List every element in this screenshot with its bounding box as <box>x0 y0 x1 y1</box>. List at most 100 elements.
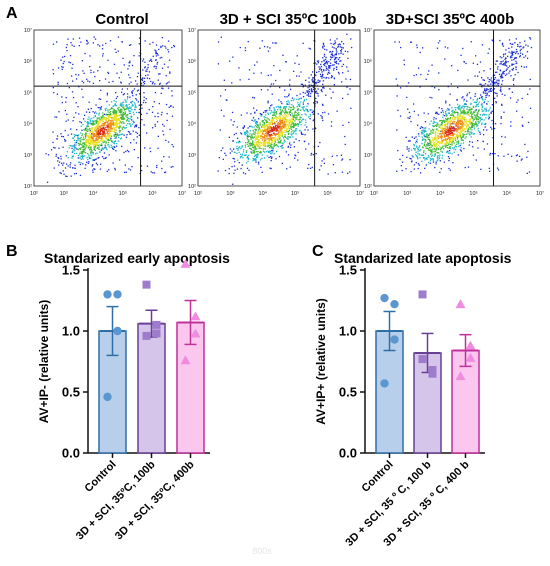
flow-event <box>136 124 138 126</box>
flow-event <box>86 78 88 80</box>
flow-event <box>403 63 405 66</box>
flow-event <box>276 145 279 147</box>
flow-event <box>413 74 415 77</box>
flow-event <box>318 70 320 73</box>
flow-event <box>446 142 448 144</box>
flow-event <box>84 149 86 151</box>
flow-event <box>306 110 309 112</box>
flow-event <box>489 90 491 92</box>
flow-event <box>136 136 138 138</box>
flow-event <box>271 134 274 136</box>
flow-event <box>173 44 175 47</box>
flow-event <box>288 129 290 132</box>
flow-event <box>471 108 473 110</box>
flow-event <box>277 130 279 132</box>
flow-event <box>458 134 460 137</box>
flow-event <box>67 157 69 159</box>
flow-event <box>80 141 82 143</box>
flow-event <box>122 126 125 128</box>
flow-event <box>281 144 283 147</box>
flow-event <box>477 140 479 142</box>
flow-event <box>79 140 81 142</box>
flow-event <box>58 164 60 166</box>
flow-event <box>260 137 262 140</box>
flow-event <box>113 118 115 120</box>
flow-event <box>276 133 278 135</box>
flow-event <box>278 99 280 101</box>
flow-event <box>90 150 92 153</box>
flow-event <box>165 47 167 49</box>
flow-event <box>445 141 448 143</box>
flow-event <box>265 132 267 134</box>
flow-event <box>431 64 433 66</box>
flow-event <box>97 136 99 138</box>
flow-event <box>458 107 460 109</box>
flow-event <box>262 141 264 143</box>
flow-event <box>161 37 163 39</box>
flow-event <box>130 107 132 109</box>
flow-event <box>448 137 450 139</box>
flow-event <box>297 108 300 110</box>
flow-event <box>288 113 291 115</box>
flow-event <box>308 143 310 145</box>
flow-event <box>321 77 323 79</box>
flow-event <box>254 154 256 156</box>
flow-event <box>500 90 502 93</box>
flow-event <box>413 147 415 150</box>
flow-event <box>492 84 494 86</box>
flow-event <box>477 105 479 107</box>
flow-event <box>253 148 255 150</box>
flow-event <box>273 112 275 114</box>
flow-event <box>448 133 450 136</box>
flow-event <box>509 57 512 59</box>
flow-event <box>244 144 246 146</box>
flow-event <box>54 147 56 149</box>
flow-event <box>259 131 261 133</box>
flow-event <box>259 132 261 134</box>
flow-event <box>326 60 328 62</box>
flow-event <box>167 141 170 143</box>
flow-event <box>333 67 335 70</box>
flow-event <box>330 53 332 56</box>
flow-event <box>60 172 62 175</box>
flow-event <box>90 107 92 110</box>
flow-event <box>310 92 312 95</box>
flow-event <box>112 111 114 113</box>
flow-event <box>479 83 481 85</box>
flow-event <box>317 60 320 62</box>
flow-event <box>105 120 107 122</box>
flow-event <box>52 73 55 75</box>
flow-event <box>120 138 122 140</box>
flow-event <box>511 63 513 65</box>
flow-event <box>451 144 453 146</box>
flow-event <box>424 121 427 123</box>
flow-event <box>80 132 82 134</box>
flow-event <box>483 129 485 131</box>
flow-event <box>341 158 344 160</box>
flow-event <box>257 145 259 147</box>
flow-event <box>94 158 96 161</box>
flow-event <box>457 127 459 129</box>
flow-event <box>488 78 490 81</box>
flow-event <box>99 109 101 111</box>
flow-event <box>142 77 144 79</box>
flow-event <box>102 132 104 134</box>
flow-event <box>491 80 493 82</box>
flow-event <box>397 149 399 152</box>
flow-event <box>472 124 474 127</box>
flow-event <box>447 156 450 158</box>
flow-event <box>109 122 111 124</box>
flow-event <box>258 128 261 130</box>
flow-event <box>449 121 452 123</box>
flow-event <box>160 45 162 48</box>
flow-event <box>513 63 515 65</box>
flow-event <box>108 133 110 135</box>
flow-event <box>157 79 159 81</box>
flow-event <box>91 128 94 130</box>
flow-event <box>504 58 506 60</box>
flow-event <box>303 140 306 142</box>
flow-event <box>452 147 454 149</box>
flow-event <box>284 134 286 136</box>
flow-event <box>70 133 73 135</box>
